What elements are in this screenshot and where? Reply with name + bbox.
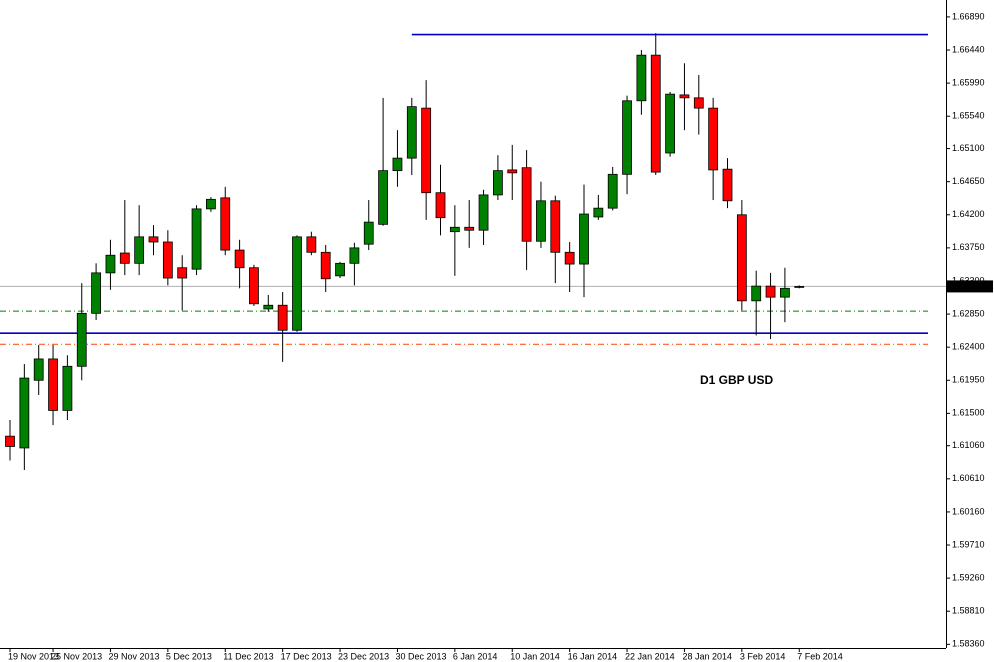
- x-tick-label: 30 Dec 2013: [395, 651, 446, 661]
- candle-body: [708, 107, 719, 171]
- candle-body: [449, 226, 460, 233]
- candle-body: [292, 236, 302, 331]
- candle-body: [622, 100, 632, 175]
- y-tick-label: 1.59260: [952, 572, 985, 582]
- candle-body: [205, 198, 216, 210]
- x-tick-label: 6 Jan 2014: [453, 651, 498, 661]
- x-tick-label: 22 Jan 2014: [625, 651, 675, 661]
- x-tick-label: 7 Feb 2014: [797, 651, 843, 661]
- candle-body: [277, 304, 288, 331]
- y-tick-label: 1.64650: [952, 176, 985, 186]
- candle-body: [33, 358, 44, 381]
- candle-body: [263, 304, 274, 310]
- x-tick-label: 29 Nov 2013: [108, 651, 159, 661]
- candle-body: [234, 249, 245, 269]
- candle-body: [76, 312, 87, 367]
- x-tick-label: 25 Nov 2013: [51, 651, 102, 661]
- chart-annotation: D1 GBP USD: [700, 373, 773, 387]
- last-price-label: 1.63226: [950, 281, 983, 291]
- candle-body: [722, 168, 733, 202]
- y-tick-label: 1.66440: [952, 44, 985, 54]
- x-tick-label: 16 Jan 2014: [568, 651, 618, 661]
- y-tick-label: 1.61950: [952, 375, 985, 385]
- candle-body: [607, 173, 618, 209]
- candle-body: [392, 157, 403, 172]
- y-tick-label: 1.62850: [952, 308, 985, 318]
- candle-body: [134, 236, 145, 264]
- candle-body: [162, 241, 173, 279]
- candle-body: [91, 272, 101, 314]
- candle-body: [507, 169, 518, 174]
- candle-body: [191, 208, 202, 270]
- y-tick-label: 1.65990: [952, 77, 985, 87]
- y-tick-label: 1.64200: [952, 209, 985, 219]
- candle-body: [736, 214, 747, 302]
- y-tick-label: 1.65540: [952, 111, 985, 121]
- x-tick-label: 19 Nov 2013: [8, 651, 59, 661]
- x-tick-label: 11 Dec 2013: [223, 651, 273, 661]
- y-tick-label: 1.60160: [952, 506, 985, 516]
- candle-body: [62, 365, 73, 411]
- candle-body: [564, 251, 575, 265]
- candle-body: [780, 287, 790, 298]
- y-tick-label: 1.58360: [952, 639, 985, 649]
- candle-body: [550, 200, 561, 253]
- candle-body: [679, 94, 690, 99]
- y-tick-label: 1.59710: [952, 539, 985, 549]
- candle-body: [421, 107, 432, 194]
- candle-body: [105, 254, 116, 274]
- candle-body: [335, 262, 345, 277]
- candle-body: [320, 251, 331, 280]
- candle-body: [794, 286, 805, 288]
- y-tick-label: 1.62400: [952, 342, 985, 352]
- candle-body: [593, 207, 604, 218]
- y-tick-label: 1.63300: [952, 275, 985, 285]
- candle-body: [306, 236, 317, 253]
- candle-body: [751, 285, 762, 302]
- y-tick-label: 1.66890: [952, 11, 985, 21]
- candle-body: [349, 247, 360, 264]
- candle-body: [665, 93, 675, 154]
- candle-body: [693, 97, 704, 109]
- x-tick-label: 28 Jan 2014: [682, 651, 732, 661]
- candle-body: [220, 197, 231, 251]
- y-tick-label: 1.65100: [952, 143, 985, 153]
- candle-body: [363, 221, 374, 245]
- y-tick-label: 1.60610: [952, 473, 985, 483]
- x-tick-label: 3 Feb 2014: [740, 651, 786, 661]
- candle-body: [492, 170, 503, 196]
- candle-body: [435, 192, 446, 219]
- y-tick-label: 1.61500: [952, 408, 985, 418]
- x-tick-label: 17 Dec 2013: [281, 651, 332, 661]
- candle-body: [406, 106, 417, 159]
- x-tick-label: 23 Dec 2013: [338, 651, 389, 661]
- candle-body: [177, 267, 188, 279]
- candle-body: [478, 194, 489, 231]
- candle-body: [636, 54, 647, 102]
- candle-body: [119, 252, 130, 264]
- candle-body: [650, 54, 661, 173]
- candle-body: [521, 167, 532, 242]
- candle-body: [148, 236, 159, 243]
- y-tick-label: 1.58810: [952, 606, 985, 616]
- candle-body: [579, 213, 589, 265]
- candle-body: [765, 285, 776, 298]
- candle-body: [5, 435, 15, 447]
- candle-body: [19, 377, 30, 449]
- y-tick-label: 1.61060: [952, 440, 985, 450]
- candle-body: [249, 267, 259, 305]
- y-tick-label: 1.63750: [952, 242, 985, 252]
- candle-body: [378, 170, 389, 225]
- candle-body: [536, 200, 546, 242]
- candle-body: [464, 226, 475, 231]
- x-tick-label: 5 Dec 2013: [166, 651, 212, 661]
- candle-body: [48, 358, 58, 411]
- x-tick-label: 10 Jan 2014: [510, 651, 560, 661]
- last-price-box: [947, 280, 993, 293]
